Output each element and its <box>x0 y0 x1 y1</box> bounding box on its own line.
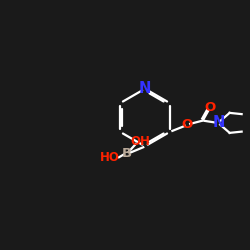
Text: N: N <box>212 116 224 130</box>
Text: O: O <box>204 102 216 114</box>
Text: O: O <box>182 118 193 132</box>
Text: N: N <box>139 81 151 96</box>
Text: B: B <box>122 147 132 160</box>
Text: OH: OH <box>130 135 150 148</box>
Text: HO: HO <box>100 151 119 164</box>
